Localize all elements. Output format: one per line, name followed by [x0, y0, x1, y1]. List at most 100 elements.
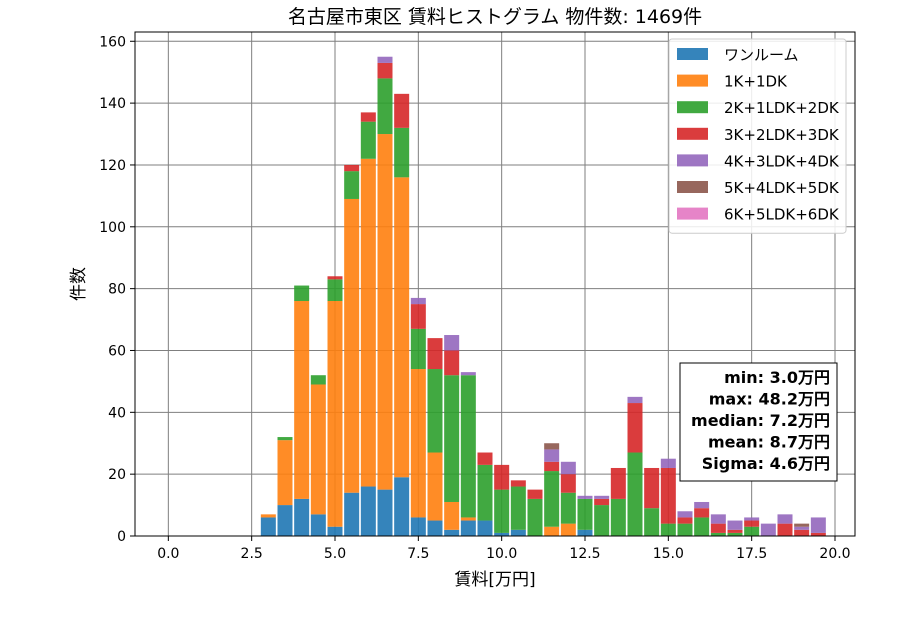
bar-segment: [427, 452, 443, 521]
bar-segment: [427, 520, 443, 536]
bar-segment: [744, 526, 760, 536]
bar-segment: [377, 489, 393, 536]
bar-segment: [460, 520, 476, 536]
bar-segment: [660, 523, 676, 536]
bar-segment: [344, 164, 360, 172]
bar-segment: [660, 467, 676, 524]
bar-segment: [560, 492, 576, 524]
y-tick-label: 80: [108, 282, 126, 298]
bar-segment: [610, 467, 626, 499]
bar-segment: [294, 301, 310, 499]
bar-segment: [260, 514, 276, 518]
plot-frame: [134, 31, 856, 537]
bar-segment: [360, 121, 376, 159]
bar-segment: [377, 78, 393, 135]
bar-segment: [810, 517, 826, 533]
legend-label: 6K+5LDK+6DK: [724, 206, 840, 224]
bar-segment: [810, 532, 826, 536]
legend-swatch: [677, 74, 708, 87]
bar-segment: [544, 449, 560, 462]
bar-segment: [410, 297, 426, 305]
bar-segment: [777, 514, 793, 524]
bar-segment: [627, 452, 643, 536]
x-tick-label: 15.0: [653, 546, 684, 562]
bar-segment: [277, 440, 293, 506]
x-tick-label: 0.0: [157, 546, 179, 562]
legend-swatch: [677, 207, 708, 220]
bar-segment: [594, 498, 610, 506]
bar-segment: [294, 285, 310, 302]
bar-segment: [294, 498, 310, 536]
bar-segment: [494, 532, 510, 536]
stats-line: median: 7.2万円: [691, 411, 830, 430]
bar-segment: [660, 458, 676, 468]
bar-segment: [610, 498, 626, 536]
bar-segment: [394, 93, 410, 128]
legend-label: 3K+2LDK+3DK: [724, 126, 840, 144]
bar-segment: [627, 396, 643, 404]
x-tick-label: 5.0: [324, 546, 346, 562]
bar-segment: [494, 489, 510, 533]
y-axis-label: 件数: [69, 267, 89, 301]
legend-swatch: [677, 101, 708, 114]
x-axis-label: 賃料[万円]: [454, 570, 535, 590]
bar-segment: [710, 532, 726, 536]
legend-swatch: [677, 154, 708, 167]
bar-segment: [627, 403, 643, 453]
legend-box: [668, 38, 847, 234]
bar-segment: [710, 514, 726, 524]
bar-segment: [310, 384, 326, 515]
bar-segment: [460, 372, 476, 376]
y-axis: 0 20 40 60 80 100 120 140 160: [99, 34, 135, 545]
bar-segment: [544, 526, 560, 536]
bar-segment: [460, 375, 476, 518]
bar-segment: [377, 56, 393, 63]
bar-segment: [344, 171, 360, 199]
legend-label: 1K+1DK: [724, 73, 788, 91]
stats-box: min: 3.0万円 max: 48.2万円 median: 7.2万円 mean: …: [679, 362, 838, 482]
x-tick-label: 10.0: [486, 546, 517, 562]
chart-title: 名古屋市東区 賃料ヒストグラム 物件数: 1469件: [288, 6, 702, 28]
bar-segment: [644, 467, 660, 509]
bar-segment: [577, 495, 593, 499]
x-tick-label: 2.5: [241, 546, 263, 562]
bar-segment: [260, 517, 276, 536]
y-tick-label: 120: [99, 158, 126, 174]
bar-segment: [277, 505, 293, 536]
bar-segment: [577, 498, 593, 530]
bar-segment: [444, 529, 460, 536]
legend-swatch: [677, 181, 708, 193]
y-tick-label: 0: [117, 529, 126, 545]
bar-segment: [327, 279, 343, 302]
bar-segment: [327, 276, 343, 280]
bar-segment: [410, 369, 426, 518]
bar-segment: [477, 520, 493, 536]
stats-line: mean: 8.7万円: [708, 433, 830, 452]
stats-line: min: 3.0万円: [724, 368, 830, 387]
bar-segment: [444, 375, 460, 502]
bar-segment: [544, 471, 560, 527]
x-axis: 0.0 2.5 5.0 7.5 10.0 12.5 15.0 17.5 20.0: [157, 536, 851, 562]
x-tick-label: 12.5: [569, 546, 600, 562]
bar-segment: [327, 301, 343, 527]
bar-segment: [344, 198, 360, 493]
bar-segment: [544, 443, 560, 450]
bar-segment: [527, 498, 543, 536]
bar-segment: [560, 523, 576, 536]
y-tick-label: 20: [108, 467, 126, 483]
x-tick-label: 17.5: [736, 546, 767, 562]
stats-box-frame: [679, 362, 838, 482]
bar-segment: [694, 508, 710, 518]
bar-segment: [760, 523, 776, 536]
bar-segment: [744, 517, 760, 521]
legend-swatch: [677, 127, 708, 140]
bar-segment: [444, 335, 460, 351]
stats-line: Sigma: 4.6万円: [702, 454, 830, 473]
bar-segment: [427, 369, 443, 453]
bar-segment: [327, 526, 343, 536]
bar-segment: [360, 112, 376, 122]
bar-segment: [410, 517, 426, 536]
bar-segment: [560, 461, 576, 475]
y-tick-label: 140: [99, 96, 126, 112]
